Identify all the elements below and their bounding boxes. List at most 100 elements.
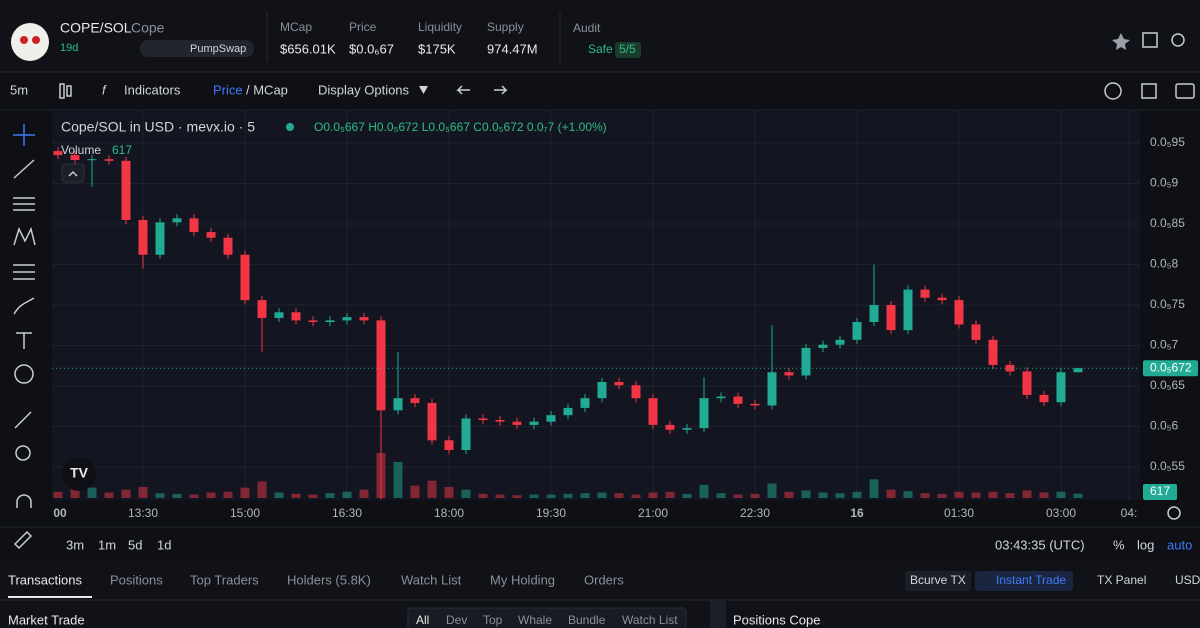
fx-icon[interactable]: f xyxy=(102,82,107,97)
auto-toggle[interactable]: auto xyxy=(1167,537,1192,552)
panel-toggle[interactable] xyxy=(710,600,726,628)
volume-bar xyxy=(138,486,148,498)
volume-bar xyxy=(665,491,675,498)
button[interactable]: TX Panel xyxy=(1097,573,1146,587)
undo[interactable] xyxy=(456,85,470,95)
candle-body xyxy=(1039,394,1049,403)
settings-icon[interactable] xyxy=(1104,82,1122,100)
camera-icon[interactable] xyxy=(1175,83,1195,99)
filter[interactable]: Watch List xyxy=(622,613,678,627)
dex-pill[interactable] xyxy=(140,40,254,57)
volume-bar xyxy=(1056,491,1066,498)
candle-icon[interactable] xyxy=(59,83,65,99)
candle-icon[interactable] xyxy=(66,85,72,97)
filter[interactable]: Whale xyxy=(518,613,552,627)
emoji-tool[interactable] xyxy=(14,364,34,384)
projection-tool[interactable] xyxy=(13,264,35,280)
status-dot xyxy=(286,123,294,131)
filter[interactable]: All xyxy=(416,613,429,627)
filter[interactable]: Top xyxy=(483,613,503,627)
candle-body xyxy=(750,403,760,406)
mcap-toggle[interactable]: / MCap xyxy=(246,82,288,97)
text-tool[interactable] xyxy=(16,332,32,349)
volume-bar xyxy=(461,489,471,498)
volume-bar xyxy=(223,491,233,498)
candle-body xyxy=(886,305,896,331)
volume-bar xyxy=(393,462,403,498)
filter[interactable]: Dev xyxy=(446,613,467,627)
stat-label: MCap xyxy=(280,20,312,34)
dropdown-arrow[interactable] xyxy=(419,86,428,94)
magnet-tool[interactable] xyxy=(16,494,32,508)
volume-bar xyxy=(750,493,760,498)
tab[interactable]: Watch List xyxy=(401,572,462,587)
volume-bar xyxy=(716,493,726,498)
tab[interactable]: Orders xyxy=(584,572,624,587)
candle-body xyxy=(512,421,522,425)
filter[interactable]: Bundle xyxy=(568,613,606,627)
percent-toggle[interactable]: % xyxy=(1113,537,1125,552)
line-tool[interactable] xyxy=(13,159,35,179)
candle-body xyxy=(801,347,811,376)
share-icon[interactable] xyxy=(1142,32,1158,48)
candle-body xyxy=(342,317,352,321)
x-tick-label: 19:30 xyxy=(536,506,566,520)
range[interactable]: 5d xyxy=(128,537,142,552)
redo[interactable] xyxy=(494,85,508,95)
candle-body xyxy=(818,344,828,348)
tab[interactable]: Positions xyxy=(110,572,163,587)
x-tick-label: 16:30 xyxy=(332,506,362,520)
ruler-tool[interactable] xyxy=(14,411,32,429)
lock-tool[interactable] xyxy=(13,530,33,550)
fullscreen-icon[interactable] xyxy=(1141,83,1157,99)
dex[interactable]: PumpSwap xyxy=(190,43,246,55)
volume-bar xyxy=(274,492,284,498)
x-tick-label: 04: xyxy=(1121,506,1138,520)
button[interactable]: Bcurve TX xyxy=(910,573,966,587)
indicators[interactable]: Indicators xyxy=(124,82,181,97)
log-toggle[interactable]: log xyxy=(1137,537,1154,552)
candle-body xyxy=(1073,368,1083,373)
volume-bar xyxy=(733,494,743,498)
tv-logo[interactable] xyxy=(62,457,96,491)
volume-bar xyxy=(359,489,369,498)
stat-value: $0.0₆67 xyxy=(349,41,394,56)
x-tick-label: 21:00 xyxy=(638,506,668,520)
volume-bar xyxy=(87,487,97,498)
volume-bar xyxy=(563,493,573,498)
ohlc-readout: O0.0₅667 H0.0₅672 L0.0₅667 C0.0₅672 0.0₇… xyxy=(314,120,607,134)
brush-tool[interactable] xyxy=(13,297,35,315)
tab[interactable]: Top Traders xyxy=(190,572,259,587)
zoom-tool[interactable] xyxy=(15,445,31,461)
fib-tool[interactable] xyxy=(13,197,35,211)
logo-eye xyxy=(20,36,28,44)
volume-tag-label: 617 xyxy=(1150,484,1170,498)
link-icon[interactable] xyxy=(1171,33,1185,47)
tab[interactable]: My Holding xyxy=(490,572,555,587)
volume-bar xyxy=(648,492,658,498)
tab[interactable]: Holders (5.8K) xyxy=(287,572,371,587)
token-name: Cope xyxy=(131,20,165,36)
price-toggle[interactable]: Price xyxy=(213,82,243,97)
tab[interactable]: Transactions xyxy=(8,572,82,587)
collapse-arrow[interactable] xyxy=(68,170,78,177)
range[interactable]: 1m xyxy=(98,537,116,552)
star-icon[interactable] xyxy=(1112,33,1130,50)
range[interactable]: 1d xyxy=(157,537,171,552)
button-bg[interactable] xyxy=(905,571,971,591)
x-tick-label: 00 xyxy=(53,506,67,520)
audit[interactable]: Audit xyxy=(573,21,601,35)
candle-body xyxy=(206,232,216,238)
y-tick-label: 0.0₅7 xyxy=(1150,338,1179,352)
crosshair-tool[interactable] xyxy=(13,124,35,146)
axis-settings[interactable] xyxy=(1167,506,1181,520)
candle-body xyxy=(563,407,573,416)
pattern-tool[interactable] xyxy=(13,226,36,246)
button-bg[interactable] xyxy=(975,571,1073,591)
button[interactable]: Instant Trade xyxy=(996,573,1066,587)
button[interactable]: USD xyxy=(1175,573,1200,587)
interval[interactable]: 5m xyxy=(10,82,28,97)
display-options[interactable]: Display Options xyxy=(318,82,410,97)
range[interactable]: 3m xyxy=(66,537,84,552)
